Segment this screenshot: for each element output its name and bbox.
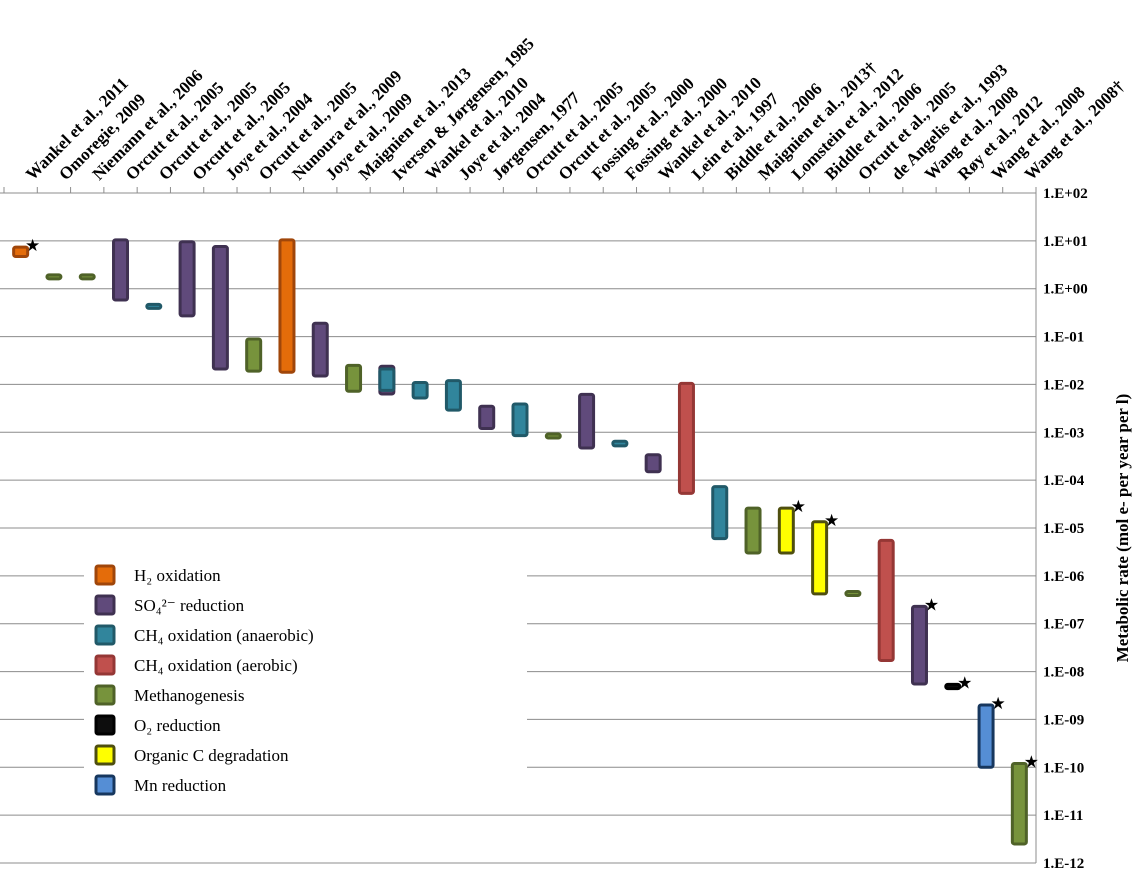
range-bars	[12, 238, 1028, 846]
range-bar	[910, 604, 928, 686]
y-tick-label: 1.E+02	[1043, 186, 1088, 202]
legend-swatch	[94, 654, 116, 676]
range-bar	[12, 245, 30, 259]
range-bar	[311, 321, 329, 378]
y-axis-title: Metabolic rate (mol e- per year per l)	[1113, 394, 1132, 663]
range-bar	[611, 439, 629, 448]
y-tick-label: 1.E-04	[1043, 473, 1085, 489]
star-marker: ★	[990, 694, 1005, 714]
y-tick-label: 1.E-07	[1043, 617, 1085, 633]
range-bar	[644, 453, 662, 474]
legend-label: SO₄²⁻ reduction	[134, 596, 245, 615]
y-tick-label: 1.E-08	[1043, 665, 1084, 681]
range-bar	[711, 485, 729, 541]
range-bar	[811, 520, 829, 596]
legend: H₂ oxidation SO₄²⁻ reduction CH₄ oxidation…	[84, 556, 527, 806]
star-marker: ★	[924, 595, 939, 615]
range-bar	[744, 506, 762, 555]
range-bar	[278, 238, 296, 374]
range-bar	[677, 381, 695, 495]
y-tick-label: 1.E+00	[1043, 282, 1088, 298]
range-bar	[411, 380, 429, 400]
legend-label: H₂ oxidation	[134, 566, 221, 585]
y-tick-label: 1.E-03	[1043, 425, 1084, 441]
legend-swatch	[94, 594, 116, 616]
y-tick-labels: 1.E+02 1.E+01 1.E+00 1.E-01 1.E-02 1.E-03 1.E-…	[1043, 186, 1088, 872]
legend-background	[84, 556, 527, 806]
legend-swatch	[94, 624, 116, 646]
legend-swatch	[94, 684, 116, 706]
y-tick-label: 1.E-01	[1043, 330, 1084, 346]
star-marker: ★	[25, 236, 40, 256]
star-marker: ★	[957, 673, 972, 693]
range-bar	[544, 432, 562, 440]
range-bar	[944, 682, 962, 691]
range-bar	[578, 392, 596, 450]
y-tick-label: 1.E-02	[1043, 377, 1084, 393]
range-bar	[378, 367, 396, 392]
legend-swatch	[94, 714, 116, 736]
range-bar	[511, 402, 529, 438]
y-tick-label: 1.E-10	[1043, 760, 1084, 776]
range-bar	[1010, 761, 1028, 846]
y-tick-label: 1.E-05	[1043, 521, 1084, 537]
range-bar	[478, 404, 496, 430]
range-bar	[211, 245, 229, 371]
range-bar	[78, 273, 96, 281]
star-marker: ★	[824, 511, 839, 531]
range-bar	[45, 273, 63, 281]
y-tick-label: 1.E-11	[1043, 808, 1083, 824]
range-bar	[844, 590, 862, 598]
range-bar	[345, 363, 363, 393]
legend-label: Mn reduction	[134, 776, 227, 795]
legend-label: Methanogenesis	[134, 686, 244, 705]
legend-label: O₂ reduction	[134, 716, 221, 735]
range-bar	[245, 337, 263, 373]
legend-label: CH₄ oxidation (aerobic)	[134, 656, 298, 675]
y-tick-label: 1.E+01	[1043, 234, 1088, 250]
range-bar	[877, 538, 895, 663]
legend-swatch	[94, 744, 116, 766]
range-bar	[777, 506, 795, 555]
y-tick-label: 1.E-06	[1043, 569, 1085, 585]
range-bar	[977, 703, 995, 769]
range-bar	[112, 238, 130, 302]
range-bar	[444, 379, 462, 412]
star-markers: ★ ★ ★ ★ ★ ★ ★	[25, 236, 1039, 772]
star-marker: ★	[1024, 752, 1039, 772]
legend-swatch	[94, 564, 116, 586]
range-bar	[178, 240, 196, 318]
star-marker: ★	[791, 497, 806, 517]
y-tick-label: 1.E-09	[1043, 712, 1084, 728]
legend-label: Organic C degradation	[134, 746, 289, 765]
legend-label: CH₄ oxidation (anaerobic)	[134, 626, 314, 645]
legend-swatch	[94, 774, 116, 796]
y-tick-label: 1.E-12	[1043, 856, 1084, 872]
range-bar	[145, 302, 163, 310]
